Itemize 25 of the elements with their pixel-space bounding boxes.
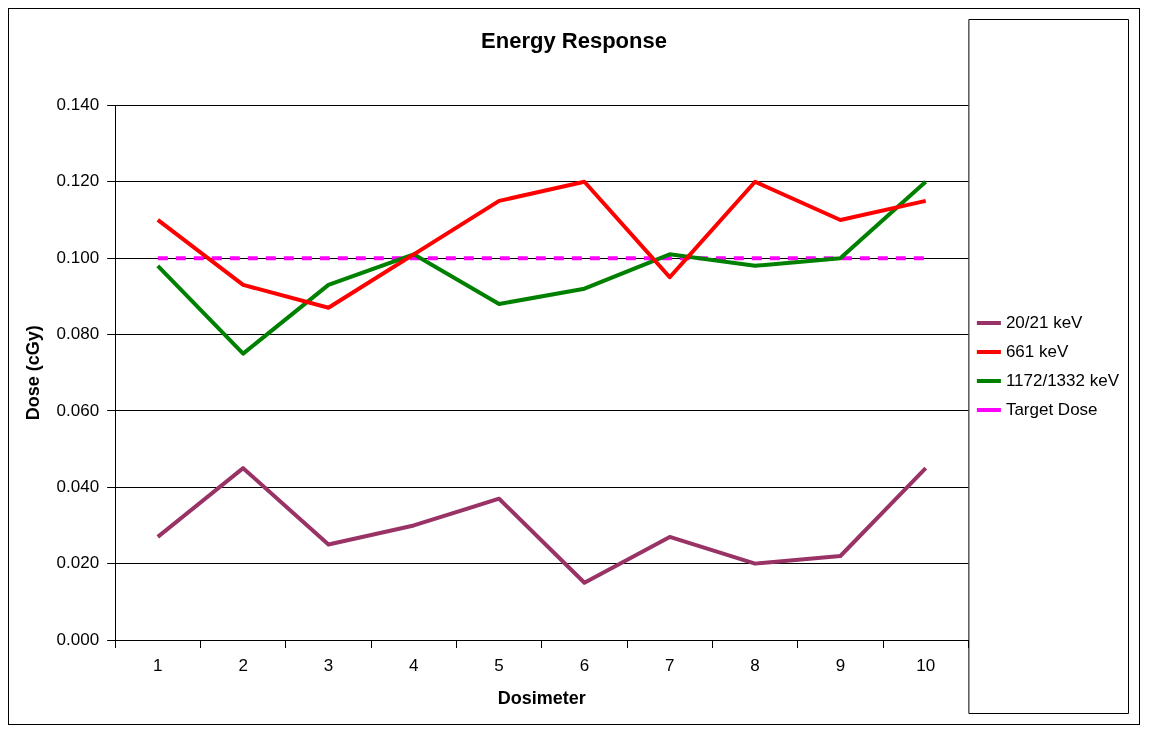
y-axis-title: Dose (cGy) [22,325,43,421]
x-axis-title: Dosimeter [497,688,586,709]
y-tick-label: 0.020 [56,553,100,573]
x-tick-label: 7 [665,655,675,675]
x-tick-label: 9 [835,655,846,675]
x-tick-label: 5 [494,655,504,675]
y-tick-label: 0.120 [56,171,100,191]
chart-title: Energy Response [481,28,667,54]
legend-label: 1172/1332 keV [1005,370,1120,390]
y-tick-label: 0.100 [56,247,100,267]
legend-label: 661 keV [1005,341,1069,361]
x-tick-label: 3 [323,655,334,675]
y-tick-label: 0.060 [56,400,100,420]
y-tick-label: 0.040 [56,476,100,496]
y-tick-label: 0.140 [56,95,100,115]
x-tick-label: 1 [153,655,163,675]
x-tick-label: 4 [409,655,419,675]
legend-label: Target Dose [1005,399,1098,419]
y-tick-label: 0.000 [56,629,100,649]
y-tick-label: 0.080 [56,324,100,344]
legend-label: 20/21 keV [1005,312,1084,332]
x-tick-label: 10 [916,655,936,675]
x-tick-label: 6 [579,655,590,675]
x-tick-label: 2 [238,655,248,675]
x-tick-label: 8 [750,655,760,675]
